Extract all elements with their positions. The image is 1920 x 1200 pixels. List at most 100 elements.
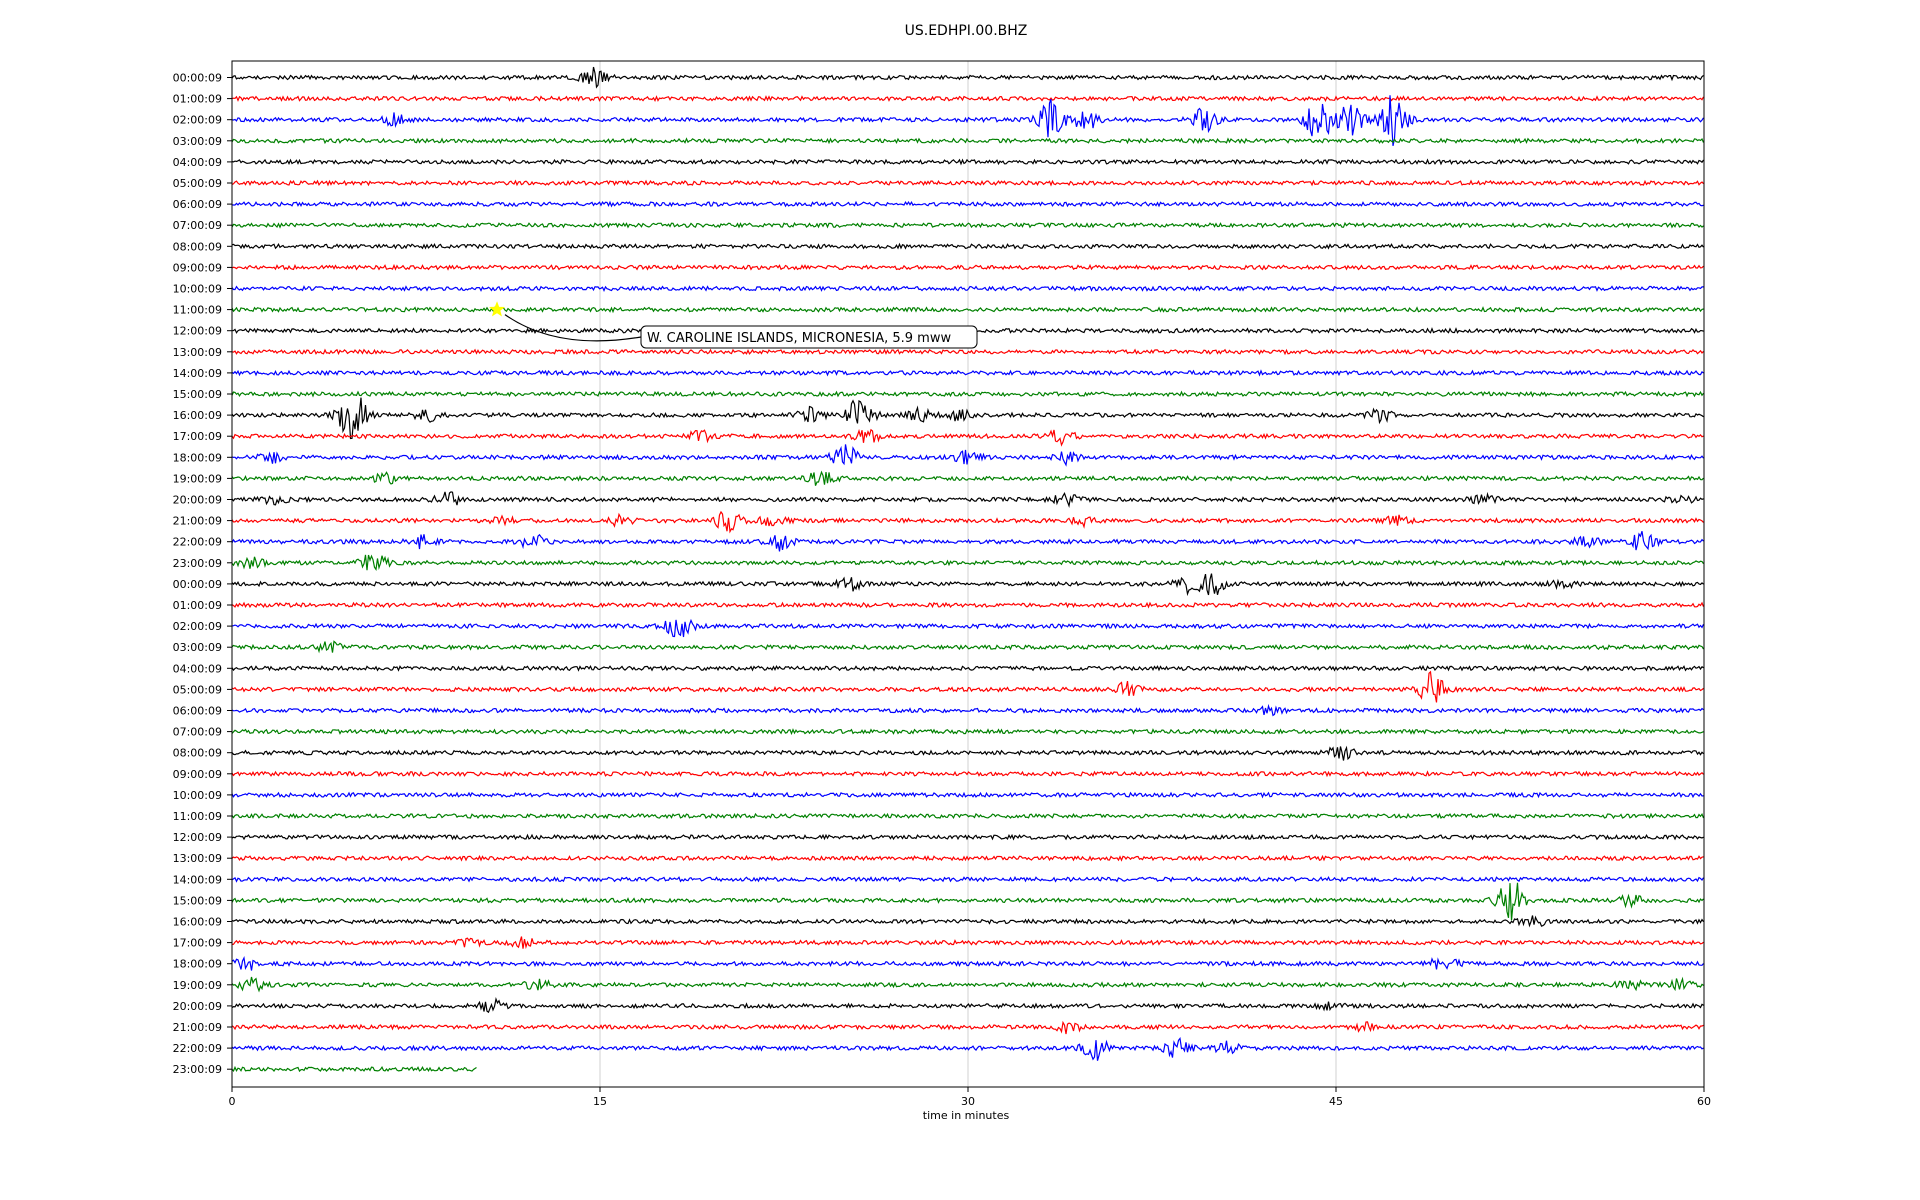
trace-row-1	[231, 95, 1705, 103]
row-label-12: 12:00:09	[173, 325, 222, 338]
trace-row-23	[231, 554, 1704, 572]
trace-row-25	[231, 601, 1705, 609]
row-label-18: 18:00:09	[173, 451, 222, 464]
row-label-20: 20:00:09	[173, 494, 222, 507]
trace-row-24	[231, 573, 1704, 597]
trace-row-35	[231, 812, 1705, 820]
x-tick-label-45: 45	[1329, 1095, 1343, 1108]
row-label-29: 05:00:09	[173, 683, 222, 696]
row-label-6: 06:00:09	[173, 198, 222, 211]
x-tick-label-15: 15	[593, 1095, 607, 1108]
trace-row-22	[231, 531, 1704, 552]
row-label-34: 10:00:09	[173, 789, 222, 802]
trace-row-39	[231, 882, 1704, 921]
row-label-2: 02:00:09	[173, 114, 222, 127]
trace-row-13	[231, 348, 1704, 356]
row-label-13: 13:00:09	[173, 346, 222, 359]
trace-row-7	[231, 221, 1704, 229]
trace-row-9	[231, 263, 1704, 271]
trace-row-18	[231, 444, 1704, 467]
trace-row-5	[231, 179, 1704, 187]
row-label-17: 17:00:09	[173, 430, 222, 443]
trace-row-41	[231, 936, 1704, 950]
trace-row-34	[231, 791, 1704, 799]
row-label-16: 16:00:09	[173, 409, 222, 422]
row-label-23: 23:00:09	[173, 557, 222, 570]
trace-row-17	[231, 428, 1704, 447]
trace-row-46	[231, 1037, 1704, 1061]
trace-row-37	[231, 854, 1704, 862]
trace-row-10	[231, 285, 1704, 292]
row-label-25: 01:00:09	[173, 599, 222, 612]
x-tick-label-0: 0	[229, 1095, 236, 1108]
trace-row-15	[231, 390, 1704, 398]
trace-row-47	[231, 1065, 477, 1073]
trace-row-42	[231, 956, 1704, 971]
trace-row-2	[231, 95, 1704, 147]
trace-row-29	[231, 670, 1704, 703]
row-label-33: 09:00:09	[173, 768, 222, 781]
row-label-26: 02:00:09	[173, 620, 222, 633]
trace-row-38	[231, 875, 1705, 883]
trace-row-16	[231, 397, 1704, 440]
annotation-text: W. CAROLINE ISLANDS, MICRONESIA, 5.9 mww	[647, 331, 951, 346]
row-label-1: 01:00:09	[173, 93, 222, 106]
row-label-46: 22:00:09	[173, 1042, 222, 1055]
row-label-0: 00:00:09	[173, 72, 222, 85]
trace-row-45	[231, 1020, 1704, 1035]
row-label-5: 05:00:09	[173, 177, 222, 190]
trace-row-32	[231, 745, 1704, 761]
row-label-28: 04:00:09	[173, 662, 222, 675]
row-label-19: 19:00:09	[173, 472, 222, 485]
row-label-24: 00:00:09	[173, 578, 222, 591]
trace-row-6	[231, 200, 1704, 208]
row-label-15: 15:00:09	[173, 388, 222, 401]
x-axis-ticks: 0 15 30 45 60	[229, 1087, 1711, 1108]
row-label-22: 22:00:09	[173, 536, 222, 549]
row-label-27: 03:00:09	[173, 641, 222, 654]
row-label-37: 13:00:09	[173, 852, 222, 865]
row-label-42: 18:00:09	[173, 958, 222, 971]
trace-row-4	[231, 158, 1704, 166]
row-label-41: 17:00:09	[173, 937, 222, 950]
x-tick-label-30: 30	[961, 1095, 975, 1108]
trace-row-40	[231, 915, 1704, 928]
trace-row-44	[231, 997, 1704, 1014]
trace-row-14	[231, 369, 1704, 377]
row-label-35: 11:00:09	[173, 810, 222, 823]
trace-row-21	[231, 510, 1704, 534]
grid-lines	[599, 61, 1337, 1087]
row-label-45: 21:00:09	[173, 1021, 222, 1034]
row-label-47: 23:00:09	[173, 1063, 222, 1076]
row-label-9: 09:00:09	[173, 261, 222, 274]
trace-row-26	[231, 618, 1705, 638]
annotation-connector	[504, 314, 642, 342]
event-star-marker	[488, 301, 505, 317]
row-label-4: 04:00:09	[173, 156, 222, 169]
trace-row-33	[231, 770, 1704, 778]
row-label-11: 11:00:09	[173, 304, 222, 317]
trace-rows	[231, 66, 1705, 1073]
row-label-43: 19:00:09	[173, 979, 222, 992]
trace-row-8	[231, 242, 1704, 250]
row-label-40: 16:00:09	[173, 916, 222, 929]
row-label-7: 07:00:09	[173, 219, 222, 232]
row-label-3: 03:00:09	[173, 135, 222, 148]
trace-row-28	[231, 664, 1704, 672]
trace-row-3	[231, 137, 1705, 145]
trace-row-27	[231, 640, 1705, 654]
trace-row-30	[231, 703, 1704, 717]
event-annotations: W. CAROLINE ISLANDS, MICRONESIA, 5.9 mww	[488, 301, 978, 349]
row-label-14: 14:00:09	[173, 367, 222, 380]
row-label-30: 06:00:09	[173, 705, 222, 718]
trace-row-0	[231, 66, 1704, 89]
row-label-21: 21:00:09	[173, 515, 222, 528]
row-time-labels: 00:00:09 01:00:09 02:00:09 03:00:09 04:00:09…	[173, 72, 232, 1076]
row-label-32: 08:00:09	[173, 747, 222, 760]
trace-row-20	[231, 491, 1704, 509]
x-tick-label-60: 60	[1697, 1095, 1711, 1108]
trace-row-36	[231, 833, 1704, 841]
row-label-10: 10:00:09	[173, 283, 222, 296]
trace-row-43	[231, 976, 1704, 993]
